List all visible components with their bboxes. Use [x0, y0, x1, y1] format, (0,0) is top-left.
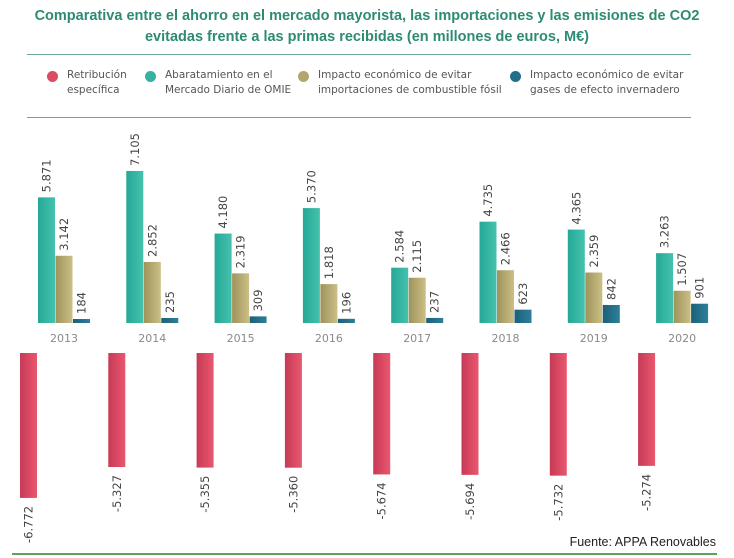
- bar-importaciones-2018: [497, 270, 514, 323]
- legend-item-retribucion: Retribución específica: [47, 68, 127, 98]
- bar-importaciones-2020: [673, 290, 691, 323]
- data-label-importaciones-2020: 1.507: [675, 253, 689, 286]
- data-label-abaratamiento-2014: 7.105: [128, 133, 142, 166]
- data-label-retribucion-2016: -5.360: [286, 476, 300, 513]
- data-label-abaratamiento-2019: 4.365: [569, 192, 583, 225]
- data-label-importaciones-2017: 2.115: [410, 240, 424, 273]
- data-label-gases-2020: 901: [693, 277, 707, 299]
- legend-item-importaciones: Impacto económico de evitar importacione…: [298, 68, 502, 98]
- data-label-abaratamiento-2017: 2.584: [393, 230, 407, 263]
- chart-title-line-1: Comparativa entre el ahorro en el mercad…: [34, 8, 700, 24]
- bar-retribucion-2014: [108, 353, 126, 467]
- bar-importaciones-2013: [55, 255, 73, 323]
- bar-abaratamiento-2013: [38, 197, 55, 323]
- legend-divider: [27, 117, 691, 118]
- bar-retribucion-2015: [196, 353, 214, 468]
- bar-importaciones-2019: [585, 272, 603, 323]
- bar-gases-2016: [337, 318, 355, 323]
- data-label-retribucion-2014: -5.327: [110, 475, 124, 512]
- bar-retribucion-2020: [638, 353, 656, 466]
- x-tick-label-2013: 2013: [50, 332, 78, 345]
- legend-label-gases: Impacto económico de evitar gases de efe…: [530, 69, 684, 96]
- data-label-abaratamiento-2018: 4.735: [481, 184, 495, 217]
- legend-marker-importaciones-icon: [298, 71, 309, 82]
- bar-gases-2017: [426, 317, 444, 323]
- bar-abaratamiento-2016: [302, 208, 320, 323]
- legend-label-retribucion: Retribución específica: [67, 69, 127, 96]
- bar-retribucion-2019: [549, 353, 567, 476]
- x-tick-label-2017: 2017: [403, 332, 431, 345]
- data-label-retribucion-2017: -5.674: [375, 482, 389, 519]
- data-label-retribucion-2019: -5.732: [551, 484, 565, 521]
- legend: Retribución específica Abaratamiento en …: [0, 68, 734, 108]
- data-label-retribucion-2013: -6.772: [22, 506, 36, 543]
- chart-title-line-2: evitadas frente a las primas recibidas (…: [144, 29, 590, 45]
- x-tick-label-2020: 2020: [668, 332, 696, 345]
- data-label-gases-2013: 184: [75, 292, 89, 314]
- data-label-abaratamiento-2020: 3.263: [658, 215, 672, 248]
- bar-gases-2018: [514, 309, 532, 323]
- data-label-importaciones-2014: 2.852: [145, 224, 159, 257]
- bar-importaciones-2014: [143, 261, 161, 323]
- bar-retribucion-2013: [20, 353, 37, 498]
- bottom-divider: [12, 553, 717, 555]
- bar-gases-2020: [691, 303, 709, 323]
- x-tick-label-2018: 2018: [492, 332, 520, 345]
- bar-abaratamiento-2020: [656, 253, 674, 323]
- bar-gases-2014: [161, 317, 179, 323]
- data-label-gases-2016: 196: [339, 292, 353, 314]
- chart-title: Comparativa entre el ahorro en el mercad…: [0, 6, 734, 48]
- source-note: Fuente: APPA Renovables: [569, 535, 716, 549]
- x-tick-label-2015: 2015: [227, 332, 255, 345]
- bar-abaratamiento-2018: [479, 221, 497, 323]
- data-label-importaciones-2019: 2.359: [587, 235, 601, 268]
- title-divider: [27, 54, 691, 55]
- data-label-gases-2014: 235: [163, 291, 177, 313]
- data-label-importaciones-2016: 1.818: [322, 246, 336, 279]
- bar-retribucion-2018: [461, 353, 479, 475]
- data-label-retribucion-2018: -5.694: [463, 483, 477, 520]
- data-label-abaratamiento-2013: 5.871: [40, 159, 54, 192]
- bar-gases-2019: [602, 304, 620, 323]
- bar-abaratamiento-2017: [391, 267, 409, 323]
- bar-abaratamiento-2015: [214, 233, 232, 323]
- data-label-abaratamiento-2016: 5.370: [304, 170, 318, 203]
- bar-abaratamiento-2014: [126, 170, 144, 323]
- data-label-abaratamiento-2015: 4.180: [216, 196, 230, 229]
- x-tick-label-2016: 2016: [315, 332, 343, 345]
- bar-gases-2013: [73, 319, 90, 323]
- data-label-gases-2018: 623: [516, 283, 530, 305]
- bar-importaciones-2016: [320, 284, 338, 323]
- bar-importaciones-2015: [232, 273, 250, 323]
- data-label-importaciones-2013: 3.142: [57, 218, 71, 251]
- bar-retribucion-2016: [284, 353, 302, 468]
- data-label-retribucion-2020: -5.274: [640, 474, 654, 511]
- data-label-importaciones-2018: 2.466: [499, 232, 513, 265]
- x-tick-label-2014: 2014: [138, 332, 166, 345]
- legend-item-gases: Impacto económico de evitar gases de efe…: [510, 68, 683, 98]
- legend-marker-abaratamiento-icon: [145, 71, 156, 82]
- bar-retribucion-2017: [373, 353, 391, 475]
- legend-label-importaciones: Impacto económico de evitar importacione…: [318, 69, 502, 96]
- data-label-importaciones-2015: 2.319: [234, 235, 248, 268]
- data-label-gases-2015: 309: [251, 289, 265, 311]
- bar-importaciones-2017: [408, 277, 426, 323]
- data-label-gases-2017: 237: [428, 291, 442, 313]
- bar-abaratamiento-2019: [567, 229, 585, 323]
- legend-item-abaratamiento: Abaratamiento en el Mercado Diario de OM…: [145, 68, 291, 98]
- data-label-retribucion-2015: -5.355: [198, 476, 212, 513]
- x-tick-label-2019: 2019: [580, 332, 608, 345]
- bar-gases-2015: [249, 316, 267, 323]
- legend-marker-retribucion-icon: [47, 71, 58, 82]
- legend-marker-gases-icon: [510, 71, 521, 82]
- data-label-gases-2019: 842: [604, 278, 618, 300]
- legend-label-abaratamiento: Abaratamiento en el Mercado Diario de OM…: [165, 69, 292, 96]
